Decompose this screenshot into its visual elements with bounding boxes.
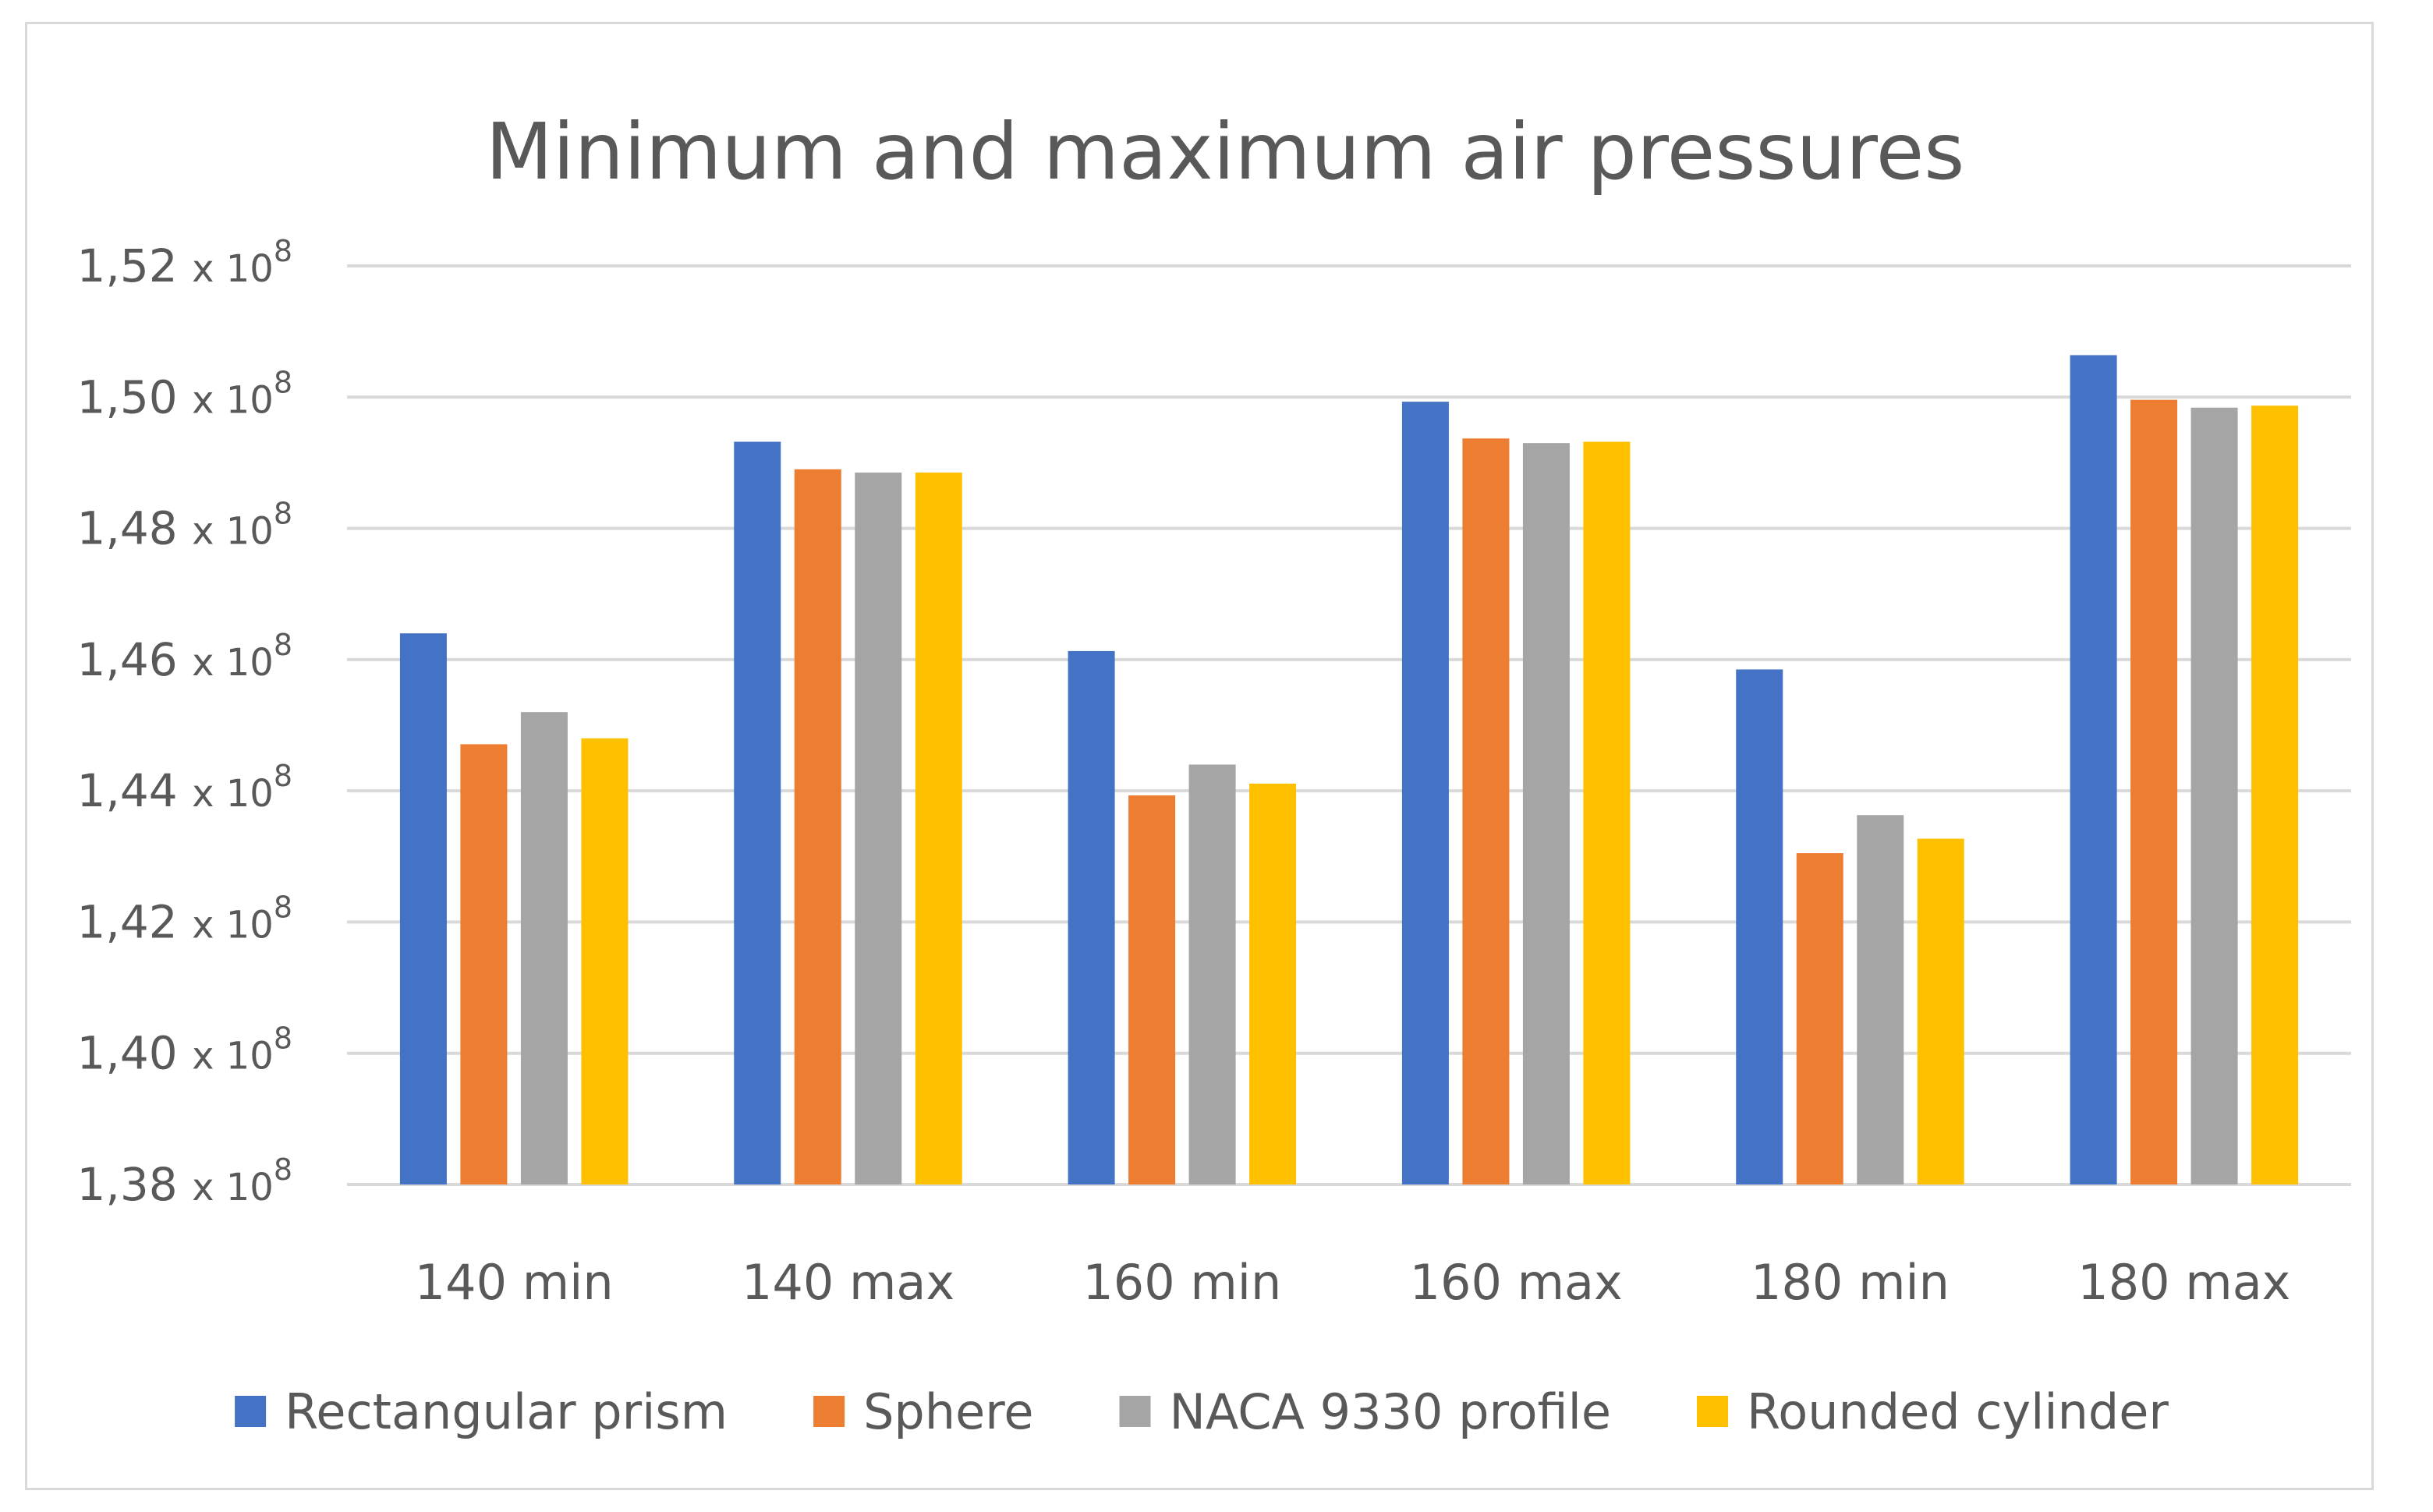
legend-item: Rounded cylinder <box>1696 1383 2169 1440</box>
bar-rectangular-prism-140-max <box>734 441 781 1184</box>
bar-rounded-cylinder-160-max <box>1583 441 1631 1184</box>
y-tick-label: 1,42 x 108 <box>76 890 292 948</box>
legend-label: Rectangular prism <box>285 1383 728 1440</box>
x-category-label: 180 min <box>1751 1254 1950 1311</box>
chart-frame: Minimum and maximum air pressures 1,38 x… <box>25 22 2374 1490</box>
x-category-label: 160 max <box>1410 1254 1623 1311</box>
y-tick-mantissa: 1,52 <box>76 239 192 292</box>
legend-swatch <box>235 1396 267 1427</box>
legend-swatch <box>1119 1396 1151 1427</box>
y-tick-label: 1,52 x 108 <box>76 234 292 292</box>
chart-title: Minimum and maximum air pressures <box>486 106 1965 197</box>
y-tick-base: x 10 <box>192 903 274 947</box>
legend-item: NACA 9330 profile <box>1119 1383 1611 1440</box>
y-tick-base: x 10 <box>192 378 274 422</box>
legend-swatch <box>1696 1396 1728 1427</box>
y-tick-base: x 10 <box>192 1035 274 1078</box>
bar-sphere-180-max <box>2130 399 2178 1184</box>
y-tick-mantissa: 1,38 <box>76 1158 192 1211</box>
bar-rectangular-prism-160-max <box>1401 402 1449 1184</box>
bar-rounded-cylinder-180-min <box>1917 838 1964 1184</box>
y-tick-mantissa: 1,44 <box>76 764 192 817</box>
bar-sphere-140-min <box>460 744 508 1184</box>
y-tick-label: 1,50 x 108 <box>76 365 292 423</box>
y-tick-base: x 10 <box>192 772 274 816</box>
y-tick-base: x 10 <box>192 247 274 291</box>
y-tick-label: 1,44 x 108 <box>76 759 292 817</box>
bar-naca-9330-profile-140-min <box>520 712 568 1184</box>
x-category-label: 160 min <box>1082 1254 1281 1311</box>
legend-item: Rectangular prism <box>235 1383 728 1440</box>
chart-svg: Minimum and maximum air pressures 1,38 x… <box>76 106 2351 1440</box>
bar-rectangular-prism-140-min <box>399 633 447 1184</box>
bar-rounded-cylinder-140-max <box>915 473 962 1184</box>
y-tick-mantissa: 1,42 <box>76 895 192 948</box>
bar-rectangular-prism-180-max <box>2070 355 2117 1184</box>
legend: Rectangular prism Sphere NACA 9330 profile… <box>235 1383 2169 1440</box>
bar-rectangular-prism-180-min <box>1736 669 1783 1184</box>
x-category-label: 180 max <box>2077 1254 2290 1311</box>
y-tick-label: 1,40 x 108 <box>76 1022 292 1080</box>
legend-swatch <box>813 1396 845 1427</box>
y-tick-mantissa: 1,46 <box>76 633 192 686</box>
y-tick-exponent: 8 <box>274 628 292 662</box>
bar-rounded-cylinder-180-max <box>2251 405 2299 1184</box>
y-tick-base: x 10 <box>192 510 274 554</box>
y-tick-label: 1,46 x 108 <box>76 628 292 686</box>
bar-naca-9330-profile-180-max <box>2190 407 2238 1184</box>
y-tick-base: x 10 <box>192 1166 274 1209</box>
bar-naca-9330-profile-180-min <box>1857 815 1904 1184</box>
y-tick-exponent: 8 <box>274 497 292 531</box>
x-axis-labels: 140 min 140 max 160 min 160 max 180 min 180 m… <box>415 1254 2291 1311</box>
bar-rounded-cylinder-160-min <box>1249 783 1297 1184</box>
y-tick-exponent: 8 <box>274 1022 292 1056</box>
bar-sphere-160-min <box>1128 795 1176 1184</box>
y-tick-exponent: 8 <box>274 759 292 793</box>
legend-label: Rounded cylinder <box>1747 1383 2169 1440</box>
x-category-label: 140 max <box>742 1254 954 1311</box>
bar-sphere-140-max <box>794 469 841 1184</box>
x-category-label: 140 min <box>415 1254 614 1311</box>
bar-rounded-cylinder-140-min <box>581 738 629 1184</box>
y-tick-mantissa: 1,48 <box>76 502 192 555</box>
y-tick-mantissa: 1,40 <box>76 1027 192 1080</box>
bar-naca-9330-profile-160-min <box>1188 764 1236 1184</box>
y-tick-exponent: 8 <box>274 1153 292 1187</box>
bar-sphere-180-min <box>1796 853 1843 1184</box>
y-tick-exponent: 8 <box>274 365 292 399</box>
legend-item: Sphere <box>813 1383 1034 1440</box>
bar-naca-9330-profile-140-max <box>855 473 902 1184</box>
y-tick-exponent: 8 <box>274 234 292 268</box>
legend-label: Sphere <box>863 1383 1033 1440</box>
y-tick-base: x 10 <box>192 641 274 685</box>
legend-label: NACA 9330 profile <box>1170 1383 1611 1440</box>
bar-sphere-160-max <box>1462 438 1510 1184</box>
y-tick-mantissa: 1,50 <box>76 370 192 423</box>
y-tick-exponent: 8 <box>274 890 292 924</box>
gridlines <box>347 264 2351 1186</box>
y-tick-label: 1,48 x 108 <box>76 497 292 555</box>
bar-naca-9330-profile-160-max <box>1522 443 1570 1184</box>
bar-rectangular-prism-160-min <box>1068 650 1115 1184</box>
y-tick-label: 1,38 x 108 <box>76 1153 292 1211</box>
bars <box>399 355 2299 1184</box>
